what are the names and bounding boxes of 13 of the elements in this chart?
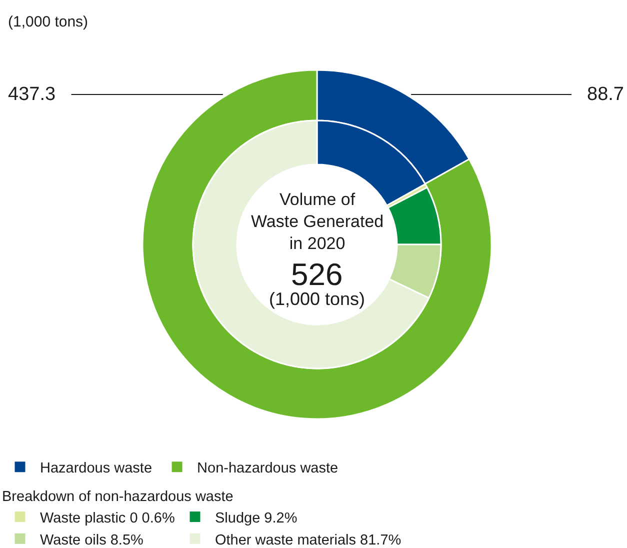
legend-label: Non-hazardous waste [197, 460, 338, 477]
legend-title: Breakdown of non-hazardous waste [2, 488, 234, 505]
text: (1,000 tons) [269, 289, 366, 309]
legend-label: Other waste materials 81.7% [215, 532, 402, 548]
legend-label: Waste plastic 0 0.6% [40, 510, 175, 526]
legend-label: Hazardous waste [40, 460, 152, 477]
legend-label: Sludge 9.2% [215, 510, 298, 526]
data-label: 437.3 [8, 84, 56, 105]
text: 526 [291, 257, 343, 292]
data-label: 88.7 [587, 84, 624, 105]
chart-title: (1,000 tons) [8, 13, 88, 30]
legend-label: Waste oils 8.5% [40, 532, 144, 548]
text: Volume of Waste Generated in 2020 [251, 190, 384, 254]
